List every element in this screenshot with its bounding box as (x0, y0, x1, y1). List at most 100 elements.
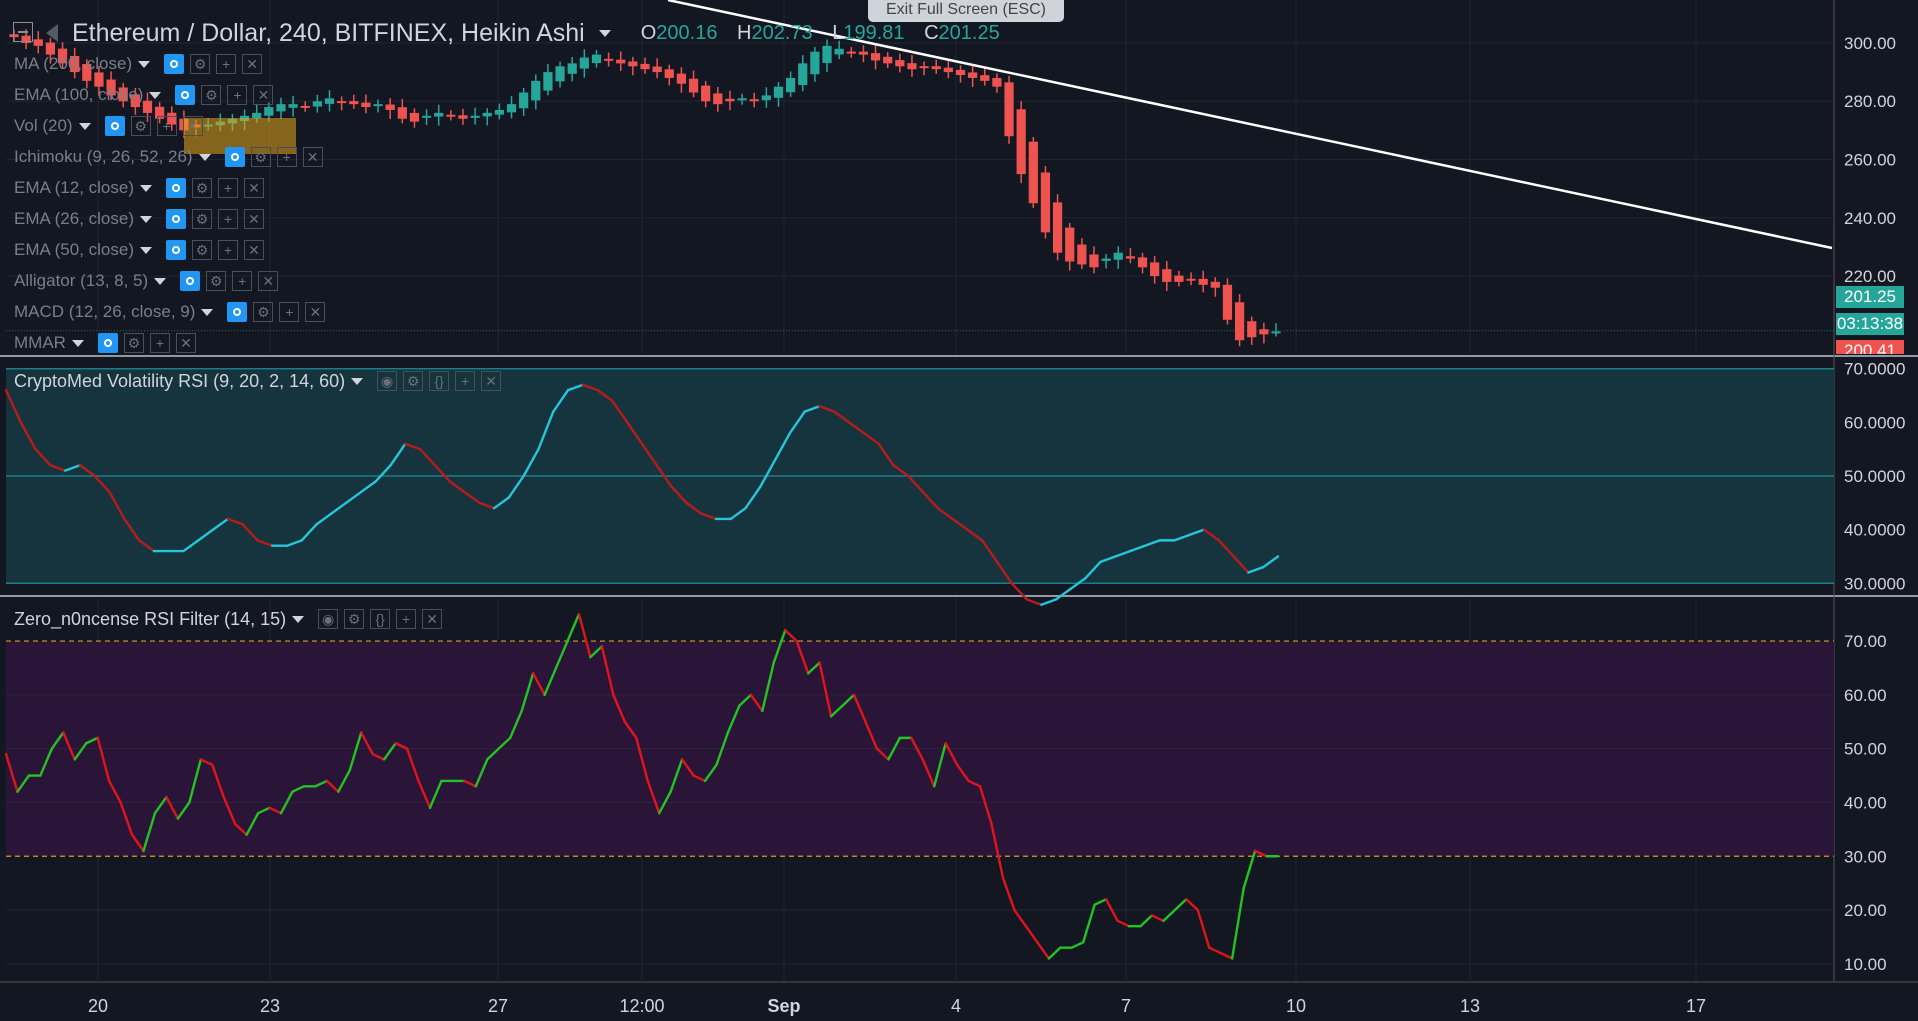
chevron-down-icon[interactable] (149, 91, 162, 99)
candle-body (155, 106, 165, 119)
eye-icon[interactable]: ◉ (377, 371, 398, 391)
rsi-segment (348, 731, 363, 772)
candle-body (531, 80, 541, 101)
gear-icon[interactable]: ⚙ (123, 333, 144, 353)
indicator-legend-row[interactable]: MACD (12, 26, close, 9) ⚙ + ✕ (14, 300, 331, 324)
eye-icon[interactable] (227, 302, 248, 322)
chevron-down-icon[interactable] (140, 215, 152, 223)
symbol-title[interactable]: Ethereum / Dollar, 240, BITFINEX, Heikin… (72, 18, 585, 47)
chevron-down-icon[interactable] (140, 246, 152, 254)
rsi-segment (1253, 849, 1268, 858)
plus-icon[interactable]: + (279, 302, 300, 322)
plus-icon[interactable]: + (232, 271, 253, 291)
indicator-name[interactable]: MA (200, close) (14, 54, 133, 73)
chevron-down-icon[interactable] (78, 122, 91, 130)
close-icon[interactable]: ✕ (305, 302, 326, 322)
plus-icon[interactable]: + (218, 240, 238, 260)
eye-icon[interactable] (166, 240, 186, 260)
volatility-rsi-title[interactable]: CryptoMed Volatility RSI (9, 20, 2, 14, … (14, 370, 346, 391)
chevron-down-icon[interactable] (71, 339, 84, 347)
collapse-pane-icon[interactable] (13, 22, 33, 42)
plus-icon[interactable]: + (156, 116, 177, 136)
eye-icon[interactable] (180, 271, 201, 291)
gear-icon[interactable]: ⚙ (192, 178, 212, 198)
indicator-legend-row[interactable]: Ichimoku (9, 26, 52, 26) ⚙ + ✕ (14, 145, 329, 169)
braces-icon[interactable]: {} (429, 371, 450, 391)
rsi-segment (978, 785, 993, 826)
close-icon[interactable]: ✕ (302, 147, 323, 167)
indicator-name[interactable]: Vol (20) (14, 116, 73, 135)
indicator-name[interactable]: MACD (12, 26, close, 9) (14, 302, 196, 321)
indicator-legend-row[interactable]: EMA (12, close) ⚙ + ✕ (14, 176, 270, 200)
gear-icon[interactable]: ⚙ (403, 371, 424, 391)
chevron-down-icon[interactable] (198, 153, 211, 161)
chevron-down-icon[interactable] (201, 308, 214, 316)
indicator-legend-row[interactable]: EMA (26, close) ⚙ + ✕ (14, 207, 270, 231)
eye-icon[interactable] (164, 54, 185, 74)
braces-icon[interactable]: {} (370, 609, 391, 629)
eye-icon[interactable] (166, 209, 186, 229)
indicator-legend-row[interactable]: MMAR ⚙ + ✕ (14, 331, 202, 355)
chevron-down-icon[interactable] (138, 60, 151, 68)
close-icon[interactable]: ✕ (182, 116, 203, 136)
close-icon[interactable]: ✕ (253, 85, 274, 105)
plus-icon[interactable]: + (218, 178, 238, 198)
gear-icon[interactable]: ⚙ (192, 209, 212, 229)
indicator-legend-row[interactable]: Alligator (13, 8, 5) ⚙ + ✕ (14, 269, 284, 293)
gear-icon[interactable]: ⚙ (190, 54, 211, 74)
close-icon[interactable]: ✕ (422, 609, 443, 629)
rsi-filter-title[interactable]: Zero_n0ncense RSI Filter (14, 15) (14, 608, 287, 629)
close-icon[interactable]: ✕ (258, 271, 279, 291)
close-icon[interactable]: ✕ (175, 333, 196, 353)
flag-icon[interactable] (46, 24, 58, 42)
indicator-name[interactable]: EMA (50, close) (14, 240, 134, 259)
candle-body (57, 48, 68, 64)
close-icon[interactable]: ✕ (481, 371, 502, 391)
chevron-down-icon[interactable] (598, 29, 611, 37)
indicator-legend-row[interactable]: Vol (20) ⚙ + ✕ (14, 114, 209, 138)
indicator-name[interactable]: EMA (26, close) (14, 209, 134, 228)
gear-icon[interactable]: ⚙ (201, 85, 222, 105)
plus-icon[interactable]: + (227, 85, 248, 105)
indicator-name[interactable]: EMA (12, close) (14, 178, 134, 197)
chevron-down-icon[interactable] (154, 277, 167, 285)
plus-icon[interactable]: + (276, 147, 297, 167)
close-icon[interactable]: ✕ (244, 178, 264, 198)
chevron-down-icon[interactable] (140, 184, 152, 192)
plus-icon[interactable]: + (396, 609, 417, 629)
gear-icon[interactable]: ⚙ (130, 116, 151, 136)
plus-icon[interactable]: + (149, 333, 170, 353)
close-icon[interactable]: ✕ (244, 209, 264, 229)
chevron-down-icon[interactable] (351, 377, 364, 385)
close-icon[interactable]: ✕ (244, 240, 264, 260)
indicator-name[interactable]: EMA (100, close) (14, 85, 144, 104)
candle-body (1186, 278, 1196, 281)
plus-icon[interactable]: + (216, 54, 237, 74)
candle-body (494, 109, 504, 115)
plus-icon[interactable]: + (455, 371, 476, 391)
eye-icon[interactable] (175, 85, 196, 105)
indicator-name[interactable]: Alligator (13, 8, 5) (14, 271, 149, 290)
eye-icon[interactable] (166, 178, 186, 198)
candle-body (543, 72, 553, 91)
eye-icon[interactable] (104, 116, 125, 136)
close-icon[interactable]: ✕ (242, 54, 263, 74)
gear-icon[interactable]: ⚙ (253, 302, 274, 322)
gear-icon[interactable]: ⚙ (192, 240, 212, 260)
indicator-legend-row[interactable]: EMA (50, close) ⚙ + ✕ (14, 238, 270, 262)
gear-icon[interactable]: ⚙ (344, 609, 365, 629)
gear-icon[interactable]: ⚙ (250, 147, 271, 167)
plus-icon[interactable]: + (218, 209, 238, 229)
eye-icon[interactable] (224, 147, 245, 167)
eye-icon[interactable]: ◉ (318, 609, 339, 629)
indicator-legend-row[interactable]: MA (200, close) ⚙ + ✕ (14, 52, 268, 76)
indicator-legend-row[interactable]: EMA (100, close) ⚙ + ✕ (14, 83, 279, 107)
indicator-name[interactable]: MMAR (14, 333, 66, 352)
candle-body (555, 66, 565, 82)
gear-icon[interactable]: ⚙ (206, 271, 227, 291)
chevron-down-icon[interactable] (292, 615, 305, 623)
eye-icon[interactable] (97, 333, 118, 353)
exit-fullscreen-button[interactable]: Exit Full Screen (ESC) (868, 0, 1064, 22)
indicator-name[interactable]: Ichimoku (9, 26, 52, 26) (14, 147, 193, 166)
